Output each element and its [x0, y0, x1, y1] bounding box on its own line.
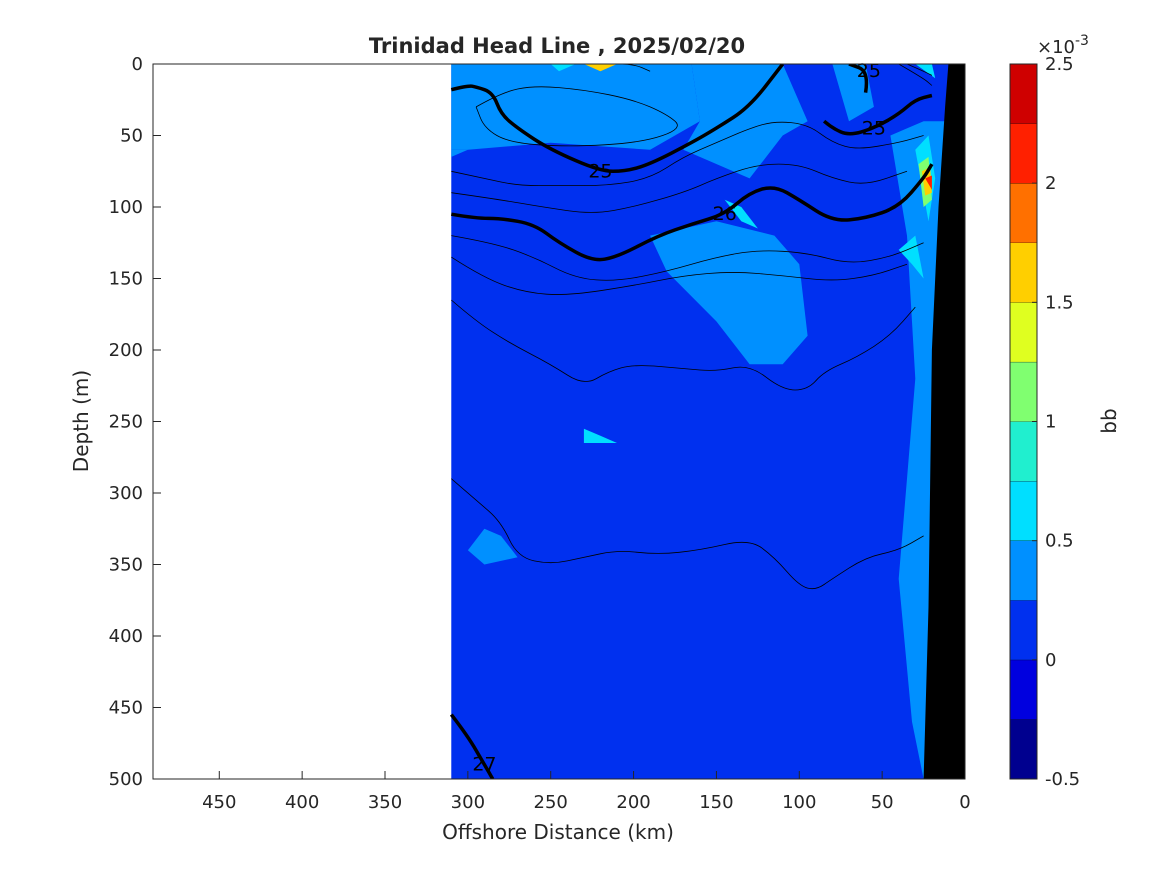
- colorbar-segment: [1010, 302, 1037, 362]
- colorbar-segments: [1010, 63, 1037, 779]
- colorbar-exponent-base: ×10: [1037, 37, 1075, 58]
- y-tick-label: 50: [120, 126, 143, 147]
- colorbar-segment: [1010, 242, 1037, 303]
- x-tick-label: 400: [285, 792, 319, 813]
- isopycnal-line: [475, 86, 678, 147]
- isopycnal-bold-line: [822, 93, 933, 136]
- colorbar-exponent-power: -3: [1075, 33, 1089, 49]
- x-tick-label: 50: [871, 792, 894, 813]
- colorbar-segment: [1010, 361, 1037, 422]
- isopycnal-label: 25: [857, 60, 881, 82]
- x-tick-label: 0: [959, 792, 970, 813]
- colorbar-segment: [1010, 659, 1037, 720]
- colorbar-segment: [1010, 183, 1037, 243]
- plot-area: 25 25 25 26 27: [152, 60, 966, 780]
- y-tick-label: 100: [109, 197, 143, 218]
- isopycnal-line: [451, 299, 916, 391]
- x-axis-label: Offshore Distance (km): [442, 820, 674, 844]
- colorbar-tick-label: 2: [1045, 173, 1056, 194]
- field-region: [898, 235, 924, 279]
- isopycnal-label: 26: [713, 203, 737, 225]
- isopycnal-line: [451, 478, 924, 590]
- field-region: [451, 64, 700, 150]
- y-tick-label: 450: [109, 698, 143, 719]
- isopycnal-line: [898, 64, 933, 86]
- colorbar-segment: [1010, 600, 1037, 660]
- chart-title: Trinidad Head Line , 2025/02/20: [369, 34, 745, 58]
- isopycnal-bold-line: [450, 64, 785, 174]
- isopycnal-bold-line: [451, 163, 934, 262]
- colorbar-label: bb: [1097, 408, 1121, 433]
- field-region: [467, 528, 518, 565]
- colorbar-segment: [1010, 719, 1037, 779]
- y-tick-label: 350: [109, 555, 143, 576]
- colorbar-tick-label: 2.5: [1045, 54, 1074, 75]
- colorbar-segment: [1010, 481, 1037, 541]
- field-region: [925, 175, 932, 190]
- colorbar-tick-label: 0.5: [1045, 531, 1074, 552]
- x-tick-label: 350: [368, 792, 402, 813]
- y-tick-label: 200: [109, 340, 143, 361]
- isopycnal-label: 27: [472, 754, 496, 776]
- y-axis-label: Depth (m): [69, 370, 93, 472]
- x-tick-label: 250: [534, 792, 568, 813]
- x-tick-label: 150: [699, 792, 733, 813]
- isopycnal-bold-line: [449, 713, 495, 779]
- isopycnal-label: 25: [862, 117, 886, 139]
- x-axis: 450 400 350 300 250 200 150 100 50 0: [202, 771, 971, 813]
- isopycnal-line: [451, 235, 924, 281]
- bathymetry-layer: [923, 64, 965, 779]
- colorbar-tick-label: 1: [1045, 412, 1056, 433]
- x-tick-label: 300: [451, 792, 485, 813]
- isopycnal-line: [906, 64, 933, 76]
- y-tick-label: 400: [109, 626, 143, 647]
- contour-label-layer: 25 25 25 26 27: [472, 60, 886, 776]
- field-base: [451, 64, 965, 779]
- field-region: [915, 64, 936, 79]
- colorbar-exponent: ×10-3: [1037, 33, 1089, 58]
- bathymetry-shelf: [923, 64, 965, 779]
- isopycnal-label: 25: [588, 160, 612, 182]
- field-region: [683, 64, 808, 179]
- y-tick-label: 150: [109, 269, 143, 290]
- field-region: [832, 64, 874, 122]
- colorbar-segment: [1010, 540, 1037, 601]
- isopycnal-line: [451, 256, 908, 295]
- y-tick-label: 0: [132, 54, 143, 75]
- field-region: [583, 428, 617, 443]
- colorbar-ticks: -0.5 0 0.5 1 1.5 2 2.5: [1032, 54, 1080, 790]
- field-region: [451, 149, 468, 157]
- isopycnal-line: [451, 121, 924, 187]
- isopycnal-bold-line: [848, 64, 869, 93]
- colorbar-tick-label: 1.5: [1045, 292, 1074, 313]
- y-axis: 0 50 100 150 200 250 300 350 400 450 500: [109, 54, 161, 790]
- colorbar-tick-label: 0: [1045, 650, 1056, 671]
- x-tick-label: 100: [782, 792, 816, 813]
- colorbar-segment: [1010, 421, 1037, 482]
- x-tick-label: 200: [616, 792, 650, 813]
- field-region: [550, 64, 576, 72]
- field-region: [650, 221, 808, 365]
- isopycnal-line: [451, 163, 908, 213]
- field-region: [583, 64, 617, 72]
- colorbar: -0.5 0 0.5 1 1.5 2 2.5 ×10-3 bb: [1009, 33, 1121, 790]
- y-tick-label: 250: [109, 412, 143, 433]
- colorbar-segment: [1010, 64, 1037, 124]
- field-layer: [451, 64, 965, 779]
- colorbar-segment: [1010, 123, 1037, 184]
- y-tick-label: 300: [109, 483, 143, 504]
- colorbar-tick-label: -0.5: [1045, 769, 1080, 790]
- y-tick-label: 500: [109, 769, 143, 790]
- x-tick-label: 450: [202, 792, 236, 813]
- contour-layer: [449, 64, 934, 779]
